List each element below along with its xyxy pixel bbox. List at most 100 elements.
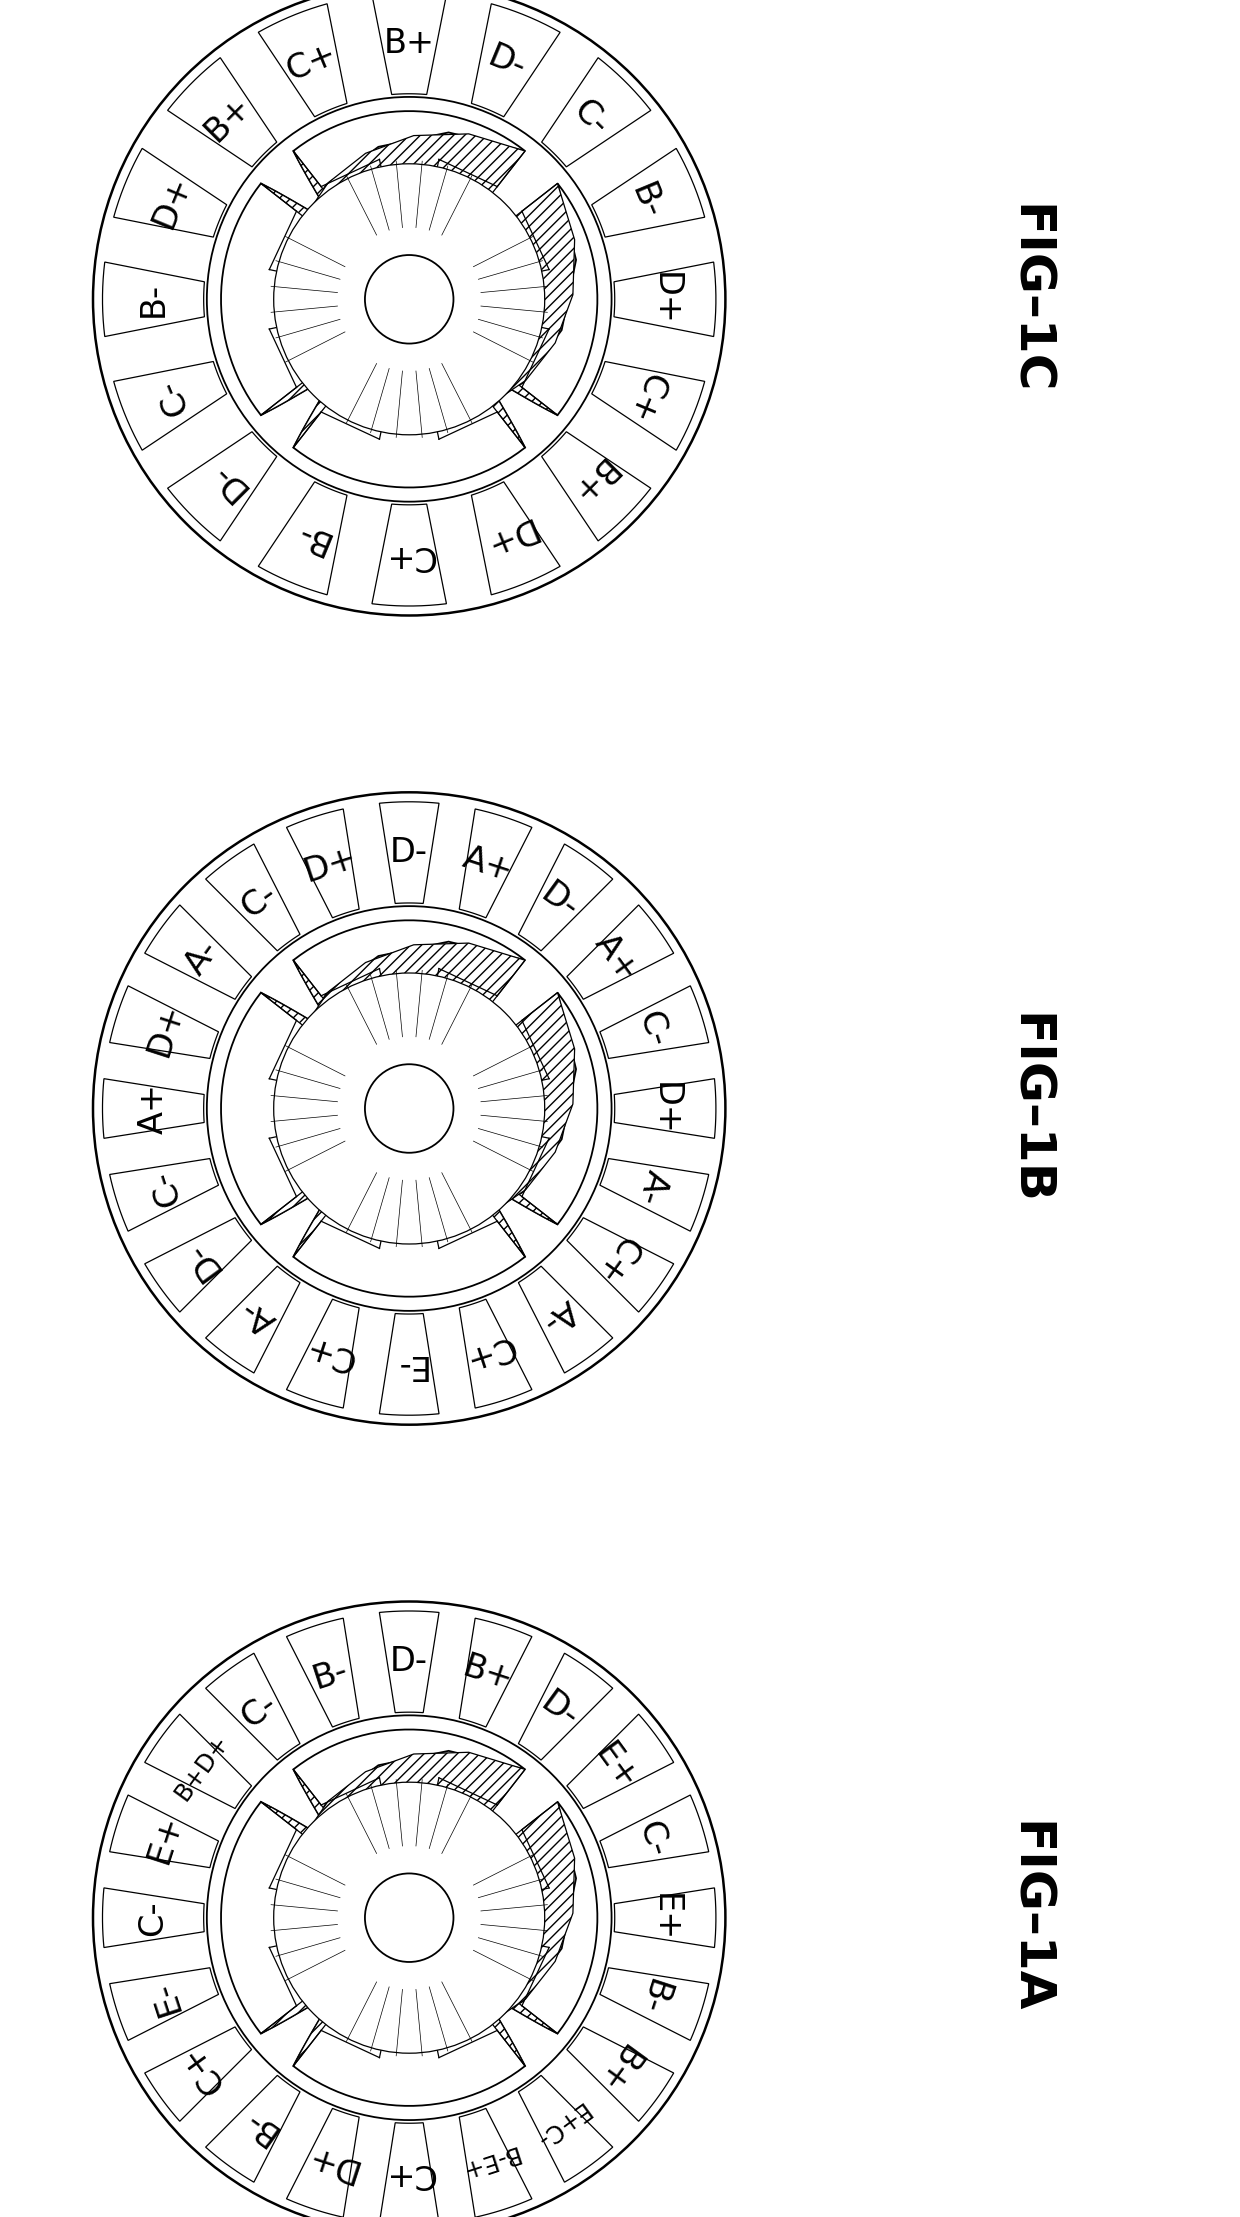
Polygon shape [379,803,439,905]
Polygon shape [614,1889,715,1947]
Text: C+: C+ [174,2037,231,2099]
Polygon shape [258,4,347,118]
Text: C+: C+ [621,368,671,428]
Polygon shape [459,1618,532,1727]
Polygon shape [114,149,227,237]
Polygon shape [591,361,704,450]
Text: C-: C- [631,1816,675,1860]
Polygon shape [542,58,651,166]
Text: E-: E- [145,1975,186,2017]
Polygon shape [459,1299,532,1408]
Text: FIG–1C: FIG–1C [1006,204,1053,395]
Text: C+: C+ [383,539,435,572]
Polygon shape [109,987,218,1058]
Polygon shape [260,359,348,448]
Text: D-: D- [203,454,253,505]
Text: A-: A- [236,1293,283,1339]
Polygon shape [290,133,574,419]
Polygon shape [290,942,574,1228]
Polygon shape [145,1217,252,1312]
Polygon shape [379,1612,439,1714]
Polygon shape [221,920,598,1297]
Polygon shape [379,1312,439,1414]
Polygon shape [471,4,560,118]
Polygon shape [221,111,598,488]
Polygon shape [206,1654,300,1760]
Text: C-: C- [234,878,283,924]
Text: D+: D+ [649,1082,682,1135]
Polygon shape [567,2026,673,2122]
Polygon shape [206,1266,300,1372]
Text: B-: B- [631,1975,673,2020]
Circle shape [274,1782,544,2053]
Text: B+: B+ [459,1649,518,1698]
Text: E+C-: E+C- [528,2097,591,2153]
Text: D+: D+ [299,840,361,889]
Polygon shape [470,359,558,448]
Polygon shape [372,503,446,605]
Text: E+: E+ [143,1809,188,1867]
Text: C+: C+ [281,38,341,89]
Polygon shape [109,1159,218,1230]
Text: D+: D+ [476,510,538,561]
Polygon shape [290,1751,574,2037]
Polygon shape [372,0,446,95]
Polygon shape [206,2075,300,2182]
Polygon shape [103,262,205,337]
Text: E+: E+ [589,1738,645,1796]
Text: D-: D- [391,836,428,869]
Text: B-: B- [136,282,170,317]
Polygon shape [286,809,360,918]
Text: D-: D- [534,876,585,927]
Text: A+: A+ [459,840,518,889]
Text: D-: D- [391,1645,428,1678]
Text: C+: C+ [588,1228,645,1290]
Text: D+: D+ [141,998,190,1060]
Text: A-: A- [632,1166,673,1208]
Polygon shape [206,845,300,951]
Circle shape [207,98,611,501]
Circle shape [207,907,611,1310]
Polygon shape [518,845,613,951]
Polygon shape [145,905,252,1000]
Polygon shape [379,2122,439,2217]
Polygon shape [600,1796,709,1867]
Polygon shape [167,58,277,166]
Circle shape [93,1601,725,2217]
Polygon shape [260,151,348,239]
Text: B-: B- [309,1654,352,1696]
Polygon shape [470,1978,558,2066]
Polygon shape [518,1654,613,1760]
Polygon shape [286,2108,360,2217]
Text: E-: E- [393,1348,425,1381]
Polygon shape [600,1969,709,2040]
Text: C+: C+ [459,1328,518,1377]
Polygon shape [145,2026,252,2122]
Polygon shape [542,432,651,541]
Polygon shape [600,987,709,1058]
Polygon shape [258,481,347,594]
Text: C-: C- [631,1007,675,1051]
Circle shape [365,1064,454,1153]
Text: C-: C- [136,1900,170,1935]
Polygon shape [614,1080,715,1137]
Polygon shape [459,809,532,918]
Text: D+: D+ [299,2137,361,2186]
Polygon shape [567,905,673,1000]
Text: A+: A+ [136,1082,170,1135]
Text: D-: D- [177,1235,227,1284]
Text: C-: C- [144,1166,187,1210]
Circle shape [93,0,725,616]
Text: FIG–1B: FIG–1B [1006,1013,1053,1204]
Text: C-: C- [150,375,195,419]
Polygon shape [145,1714,252,1809]
Polygon shape [221,1729,598,2106]
Text: C+: C+ [383,2157,435,2190]
Polygon shape [286,1299,360,1408]
Text: FIG–1A: FIG–1A [1006,1822,1053,2013]
Polygon shape [260,1769,348,1858]
Text: C-: C- [234,1687,283,1734]
Circle shape [207,1716,611,2119]
Text: B+D+: B+D+ [170,1729,234,1805]
Text: B-: B- [234,2102,283,2148]
